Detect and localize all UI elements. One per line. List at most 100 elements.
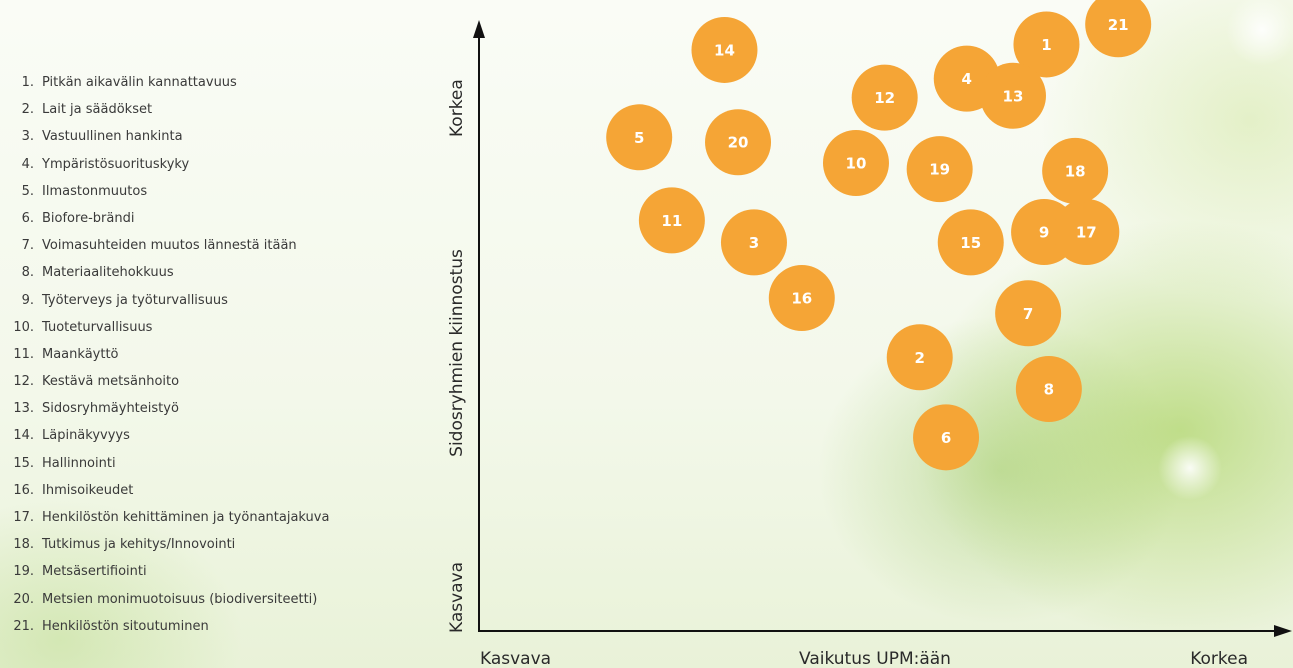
legend-item-number: 13. (13, 401, 34, 417)
bubble-label-14: 14 (714, 41, 735, 59)
bubble-14 (691, 16, 758, 83)
bubble-label-5: 5 (634, 129, 644, 147)
bubble-label-12: 12 (874, 89, 895, 107)
legend-item: 7. Voimasuhteiden muutos lännestä itään (8, 236, 329, 263)
legend-item-label: Ympäristösuorituskyky (42, 156, 190, 172)
legend-item-number: 11. (13, 346, 34, 362)
bubble-label-7: 7 (1023, 305, 1033, 323)
legend-item-number: 10. (13, 319, 34, 335)
bubble-label-13: 13 (1003, 87, 1024, 105)
legend-item-label: Ihmisoikeudet (42, 482, 134, 498)
legend-item-number: 4. (21, 156, 34, 172)
legend-item-number: 18. (13, 537, 34, 553)
legend-item: 10. Tuoteturvallisuus (8, 318, 329, 345)
bubble-label-18: 18 (1065, 162, 1086, 180)
legend-item-label: Tutkimus ja kehitys/Innovointi (42, 537, 236, 553)
bubble-10 (822, 129, 889, 196)
legend-item-label: Metsäsertifiointi (42, 564, 147, 580)
legend-item-number: 5. (21, 183, 34, 199)
bubble-20 (705, 109, 772, 176)
bubble-label-11: 11 (661, 212, 682, 230)
legend-item-label: Sidosryhmäyhteistyö (42, 401, 179, 417)
x-axis-arrow (1274, 625, 1292, 637)
bubble-label-8: 8 (1044, 381, 1054, 399)
legend-item-label: Henkilöstön sitoutuminen (42, 618, 209, 634)
legend-item: 2. Lait ja säädökset (8, 100, 329, 127)
legend-item-number: 14. (13, 428, 34, 444)
legend-item-label: Kestävä metsänhoito (42, 374, 180, 390)
legend-item-number: 8. (21, 265, 34, 281)
legend-item: 9. Työterveys ja työturvallisuus (8, 291, 329, 318)
bubble-label-9: 9 (1039, 224, 1049, 242)
bubble-17 (1053, 199, 1120, 266)
legend-item: 20. Metsien monimuotoisuus (biodiversitee… (8, 590, 329, 617)
legend-item-number: 2. (21, 102, 34, 118)
legend-item-number: 15. (13, 455, 34, 471)
legend-item-number: 9. (21, 292, 34, 308)
bubble-2 (886, 324, 953, 391)
x-axis-title: Vaikutus UPM:ään (799, 649, 951, 668)
legend-item-label: Tuoteturvallisuus (42, 319, 153, 335)
legend-item: 14. Läpinäkyvyys (8, 426, 329, 453)
y-axis-arrow (473, 20, 485, 38)
bubble-label-2: 2 (915, 349, 925, 367)
legend-item-number: 1. (21, 75, 34, 90)
legend-item-label: Läpinäkyvyys (42, 428, 130, 444)
legend-item: 4. Ympäristösuorituskyky (8, 155, 329, 182)
legend-item: 1. Pitkän aikavälin kannattavuus (8, 73, 329, 100)
bubble-19 (906, 136, 973, 203)
legend-item: 18. Tutkimus ja kehitys/Innovointi (8, 535, 329, 562)
bubble-12 (851, 64, 918, 131)
legend-item: 13. Sidosryhmäyhteistyö (8, 399, 329, 426)
legend-item-label: Henkilöstön kehittäminen ja työnantajaku… (42, 510, 330, 525)
legend-item: 16. Ihmisoikeudet (8, 481, 329, 508)
legend-item-label: Työterveys ja työturvallisuus (42, 292, 228, 308)
bubble-label-20: 20 (728, 134, 749, 152)
legend-item: 8. Materiaalitehokkuus (8, 263, 329, 290)
legend-item-label: Hallinnointi (42, 455, 116, 471)
x-axis-high-label: Korkea (1190, 649, 1248, 668)
bubble-label-19: 19 (929, 161, 950, 179)
bubble-label-17: 17 (1076, 224, 1097, 242)
legend-item-label: Maankäyttö (42, 346, 119, 362)
topic-legend: 1. Pitkän aikavälin kannattavuus 2. Lait ja… (8, 73, 329, 644)
bubble-21 (1085, 0, 1152, 58)
bubble-label-16: 16 (791, 290, 812, 308)
y-axis-title: Sidosryhmien kiinnostus (447, 249, 467, 457)
bubble-label-6: 6 (941, 429, 951, 447)
legend-item-number: 12. (13, 374, 34, 390)
legend-item-label: Biofore-brändi (42, 210, 135, 226)
bubble-3 (720, 209, 787, 276)
legend-item: 12. Kestävä metsänhoito (8, 372, 329, 399)
legend-item-number: 21. (13, 618, 34, 634)
bubble-label-4: 4 (962, 70, 972, 88)
bubble-11 (638, 187, 705, 254)
y-axis-high-label: Korkea (447, 79, 467, 137)
bubble-label-10: 10 (846, 154, 867, 172)
legend-item-label: Ilmastonmuutos (42, 183, 148, 199)
legend-item-label: Lait ja säädökset (42, 102, 153, 118)
bubble-label-21: 21 (1108, 16, 1129, 34)
bubble-7 (995, 280, 1062, 347)
legend-item: 5. Ilmastonmuutos (8, 182, 329, 209)
legend-item: 21. Henkilöstön sitoutuminen (8, 617, 329, 644)
x-axis-low-label: Kasvava (480, 649, 551, 668)
axes: Kasvava Vaikutus UPM:ään Korkea Kasvava … (447, 20, 1292, 668)
bubble-8 (1015, 356, 1082, 423)
bubble-6 (913, 404, 980, 471)
legend-item: 19. Metsäsertifiointi (8, 562, 329, 589)
legend-item-number: 16. (13, 482, 34, 498)
bubble-1 (1013, 11, 1080, 78)
legend-item: 17. Henkilöstön kehittäminen ja työnantaj… (8, 508, 329, 535)
legend-item-label: Voimasuhteiden muutos lännestä itään (42, 238, 297, 254)
legend-item: 6. Biofore-brändi (8, 209, 329, 236)
bubble-18 (1042, 137, 1109, 204)
legend-item: 11. Maankäyttö (8, 345, 329, 372)
bubble-16 (768, 265, 835, 332)
legend-item-number: 6. (21, 210, 34, 226)
background-glow (1158, 436, 1222, 500)
legend-item-label: Vastuullinen hankinta (42, 129, 183, 145)
bubble-5 (606, 104, 673, 171)
